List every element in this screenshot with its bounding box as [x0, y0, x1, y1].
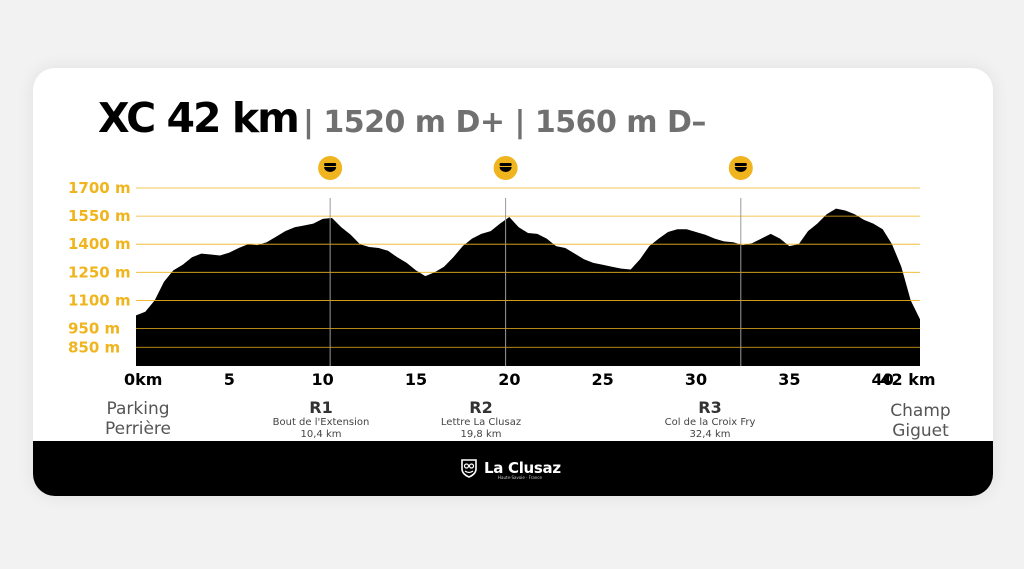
start-location: Parking Perrière — [93, 399, 183, 439]
finish-line2: Giguet — [892, 421, 949, 441]
logo-name: La Clusaz — [484, 459, 561, 477]
finish-location: Champ Giguet — [873, 401, 968, 441]
logo-tagline: Haute-Savoie · France — [498, 475, 542, 480]
refuel-code: R2 — [469, 398, 493, 417]
refuel-km: 32,4 km — [689, 429, 731, 440]
logo: La Clusaz Haute-Savoie · France — [460, 458, 561, 480]
refuel-name: Bout de l'Extension — [272, 417, 370, 428]
refuel-code: R3 — [698, 398, 722, 417]
y-tick-label: 1250 m — [68, 263, 131, 281]
bowl-rim — [499, 163, 512, 166]
x-tick-label: 42 km — [880, 370, 935, 389]
title: XC 42 km | 1520 m D+ | 1560 m D– — [98, 94, 706, 142]
y-tick-label: 1100 m — [68, 291, 131, 309]
refuel-r2: R2 Lettre La Clusaz 19,8 km — [411, 399, 551, 441]
x-tick-label: 0km — [124, 370, 162, 389]
title-sub: | 1520 m D+ | 1560 m D– — [302, 105, 706, 140]
bowl-shape — [734, 167, 747, 172]
bowl-shape — [324, 167, 337, 172]
y-tick-label: 850 m — [68, 338, 120, 356]
x-tick-label: 10 — [312, 370, 334, 389]
bowl-rim — [324, 163, 337, 166]
refuel-r3: R3 Col de la Croix Fry 32,4 km — [640, 399, 780, 441]
x-tick-label: 5 — [224, 370, 235, 389]
x-tick-label: 35 — [778, 370, 800, 389]
elevation-profile-area — [136, 208, 920, 366]
profile-card: XC 42 km | 1520 m D+ | 1560 m D– 850 m 95… — [33, 68, 993, 496]
start-line2: Perrière — [104, 419, 172, 439]
refuel-r1: R1 Bout de l'Extension 10,4 km — [251, 399, 391, 441]
bowl-shape — [499, 167, 512, 172]
refuel-name: Lettre La Clusaz — [440, 417, 522, 428]
title-main: XC 42 km — [98, 94, 300, 142]
x-tick-label: 40 — [872, 370, 894, 389]
x-tick-label: 15 — [405, 370, 427, 389]
x-tick-label: 30 — [685, 370, 707, 389]
refuel-name: Col de la Croix Fry — [664, 417, 756, 428]
refuel-code: R1 — [309, 398, 333, 417]
y-tick-label: 1550 m — [68, 207, 131, 225]
finish-line1: Champ — [890, 401, 951, 421]
y-tick-label: 950 m — [68, 320, 120, 338]
bowl-rim — [734, 163, 747, 166]
la-clusaz-emblem-icon — [461, 459, 477, 478]
footer-bar — [33, 441, 993, 496]
start-line1: Parking — [106, 399, 170, 419]
refuel-km: 10,4 km — [300, 429, 342, 440]
x-tick-label: 20 — [498, 370, 520, 389]
x-tick-label: 25 — [592, 370, 614, 389]
y-tick-label: 1700 m — [68, 179, 131, 197]
y-tick-label: 1400 m — [68, 235, 131, 253]
refuel-km: 19,8 km — [460, 429, 502, 440]
